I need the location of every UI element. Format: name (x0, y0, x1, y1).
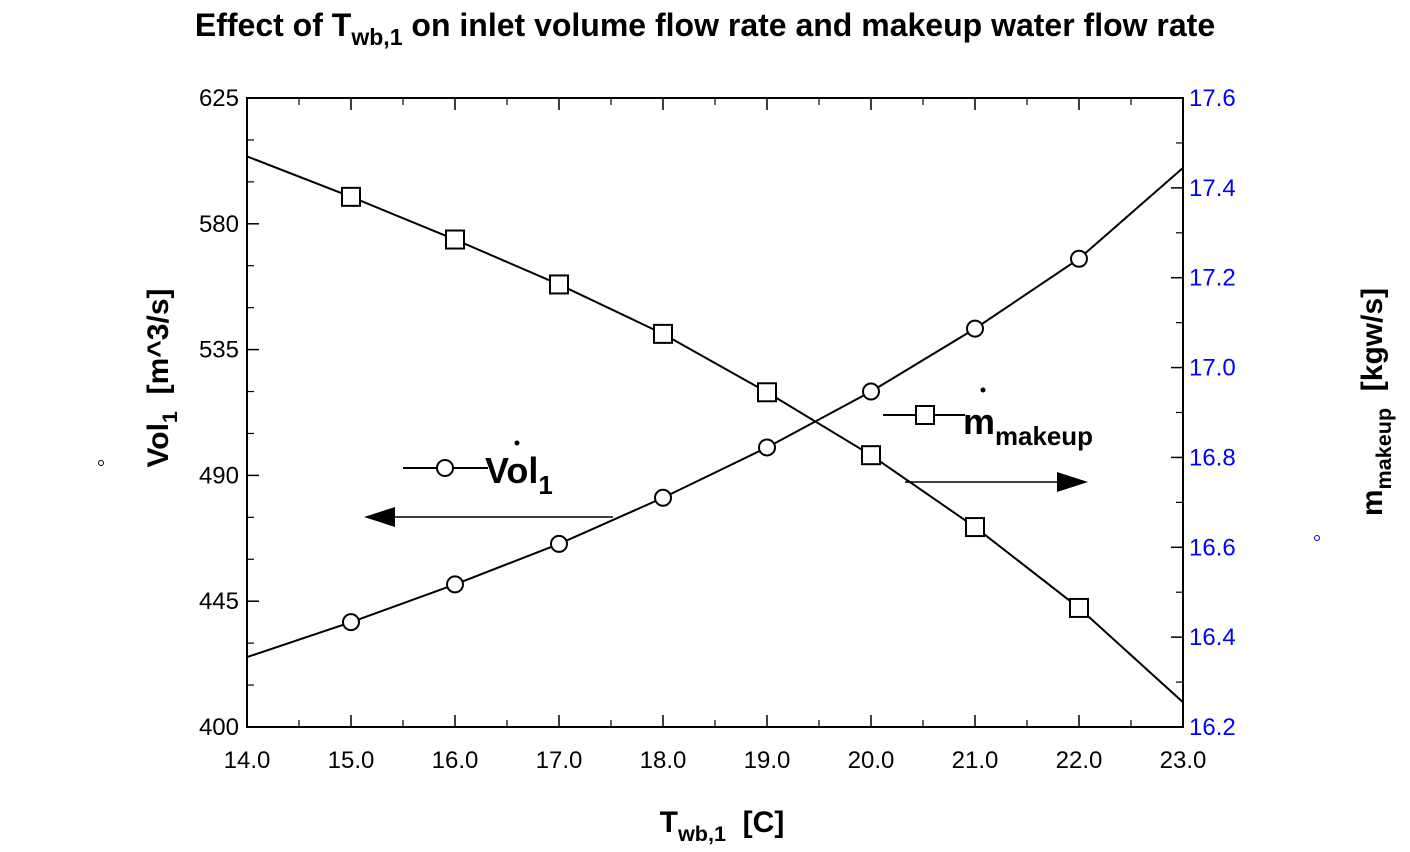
y-right-tick-label-5: 17.2 (1189, 265, 1236, 292)
y-right-tick-label-3: 16.8 (1189, 444, 1236, 471)
y-left-axis-label: Vol1 [m^3/s] (142, 288, 182, 467)
point-m_makeup-6 (965, 517, 985, 538)
right-label-dot (1314, 535, 1320, 541)
x-axis-ticks: 14.0 15.0 16.0 17.0 18.0 19.0 20.0 21.0 22.0 23.0 (224, 98, 1207, 774)
x-tick-label-6: 20.0 (848, 747, 895, 774)
series-line-Vol_1 (246, 167, 1184, 659)
point-m_makeup-1 (445, 229, 465, 250)
x-tick-label-4: 18.0 (640, 747, 687, 774)
chart-title: Effect of Twb,1 on inlet volume flow rat… (195, 7, 1215, 50)
y-right-tick-label-2: 16.6 (1189, 534, 1236, 561)
point-m_makeup-7 (1069, 597, 1089, 618)
series-group (246, 155, 1184, 704)
point-m_makeup-4 (757, 382, 777, 403)
y-right-tick-label-4: 17.0 (1189, 355, 1236, 382)
y-left-tick-label-1: 445 (199, 588, 239, 615)
x-tick-label-2: 16.0 (432, 747, 479, 774)
legend-makeup-label: mmakeup (963, 401, 1093, 451)
x-tick-label-7: 21.0 (952, 747, 999, 774)
legend-makeup-dot (980, 387, 986, 393)
point-m_makeup-5 (861, 445, 881, 466)
y-left-tick-label-5: 625 (199, 85, 239, 112)
point-m_makeup-0 (341, 186, 361, 207)
x-tick-label-0: 14.0 (224, 747, 271, 774)
left-label-dot (98, 460, 104, 466)
y-left-tick-label-0: 400 (199, 714, 239, 741)
x-tick-label-1: 15.0 (328, 747, 375, 774)
point-m_makeup-2 (549, 274, 569, 295)
point-Vol_1-2 (550, 534, 568, 553)
plot-frame (246, 97, 1184, 728)
y-right-tick-label-1: 16.4 (1189, 624, 1236, 651)
point-Vol_1-1 (446, 575, 464, 594)
x-axis-label: Twb,1 [C] (660, 806, 785, 846)
y-left-tick-label-4: 580 (199, 211, 239, 238)
y-left-tick-label-2: 490 (199, 462, 239, 489)
legend-vol-label: Vol1 (485, 450, 553, 500)
x-tick-label-8: 22.0 (1056, 747, 1103, 774)
y-left-axis-ticks: 400 445 490 535 580 625 (199, 85, 259, 741)
series-line-m_makeup (246, 155, 1184, 704)
point-Vol_1-7 (1070, 249, 1088, 268)
x-tick-label-9: 23.0 (1160, 747, 1207, 774)
point-Vol_1-4 (758, 438, 776, 457)
point-Vol_1-6 (966, 319, 984, 338)
point-Vol_1-3 (654, 488, 672, 507)
point-Vol_1-0 (342, 613, 360, 632)
y-right-tick-label-7: 17.6 (1189, 85, 1236, 112)
y-right-axis-ticks: 16.2 16.4 16.6 16.8 17.0 17.2 17.4 17.6 (1171, 85, 1236, 741)
y-right-tick-label-0: 16.2 (1189, 714, 1236, 741)
arrow-left-head (364, 507, 395, 527)
point-Vol_1-5 (862, 382, 880, 401)
arrow-right-head (1057, 472, 1088, 492)
y-right-tick-label-6: 17.4 (1189, 175, 1236, 202)
point-m_makeup-3 (653, 323, 673, 344)
x-tick-label-3: 17.0 (536, 747, 583, 774)
y-left-tick-label-3: 535 (199, 337, 239, 364)
legend-makeup-marker (915, 405, 935, 425)
y-right-axis-label: mmakeup [kgw/s] (1356, 288, 1396, 516)
x-tick-label-5: 19.0 (744, 747, 791, 774)
legend-vol-marker (436, 459, 454, 477)
legend-vol-dot (514, 440, 520, 446)
